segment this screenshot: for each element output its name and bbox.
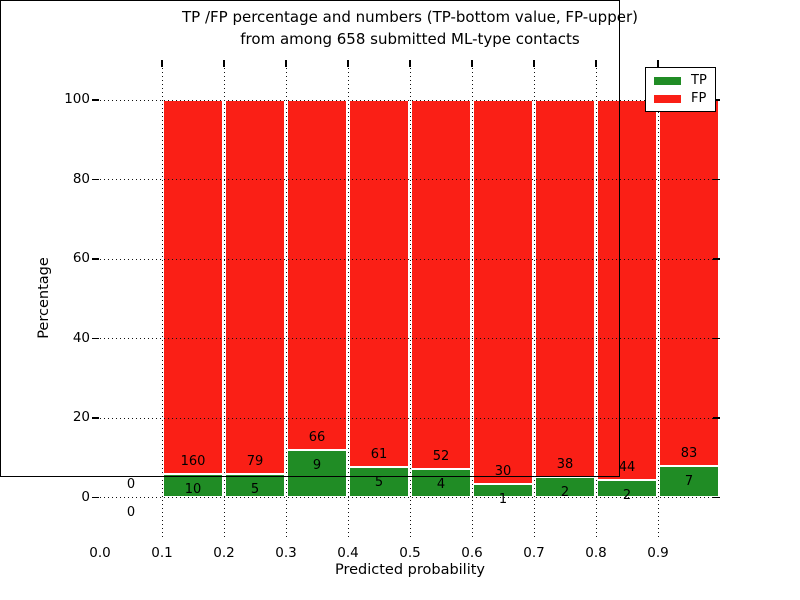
fp-bar-segment: [162, 99, 224, 474]
fp-count-label: 52: [432, 448, 450, 464]
x-tick-label: 0.2: [213, 545, 235, 561]
x-tick-mark-top: [657, 60, 659, 67]
y-tick-label: 20: [72, 409, 90, 426]
fp-count-label: 61: [370, 447, 388, 463]
tp-count-label: 5: [250, 481, 260, 497]
x-tick-label: 0.8: [585, 545, 607, 561]
x-tick-label: 0.1: [151, 545, 173, 561]
x-tick-label: 0.7: [523, 545, 545, 561]
y-tick-label: 80: [72, 170, 90, 187]
x-tick-label: 0.0: [89, 545, 111, 561]
x-tick-mark-top: [223, 60, 225, 67]
chart-title-line2: from among 658 submitted ML-type contact…: [240, 29, 580, 48]
y-tick-mark: [92, 258, 99, 260]
fp-count-label: 79: [246, 453, 264, 469]
fp-bar-segment: [286, 99, 348, 450]
legend-label-fp: FP: [691, 91, 707, 106]
tp-count-label: 2: [622, 487, 632, 503]
tp-count-label: 1: [498, 492, 508, 508]
tp-bar-segment: [286, 449, 348, 498]
tp-count-label: 5: [374, 475, 384, 491]
fp-count-label: 30: [494, 464, 512, 480]
x-tick-mark-top: [161, 60, 163, 67]
x-tick-label: 0.4: [337, 545, 359, 561]
y-tick-label: 0: [81, 488, 90, 505]
y-tick-mark: [92, 417, 99, 419]
tp-bar-segment: [224, 473, 286, 498]
y-tick-mark: [92, 337, 99, 339]
x-tick-label: 0.9: [647, 545, 669, 561]
fp-bar-segment: [224, 99, 286, 474]
tp-bar-segment: [596, 479, 658, 498]
fp-bar-segment: [658, 99, 720, 467]
x-tick-mark-top: [471, 60, 473, 67]
tp-count-label: 7: [684, 474, 694, 490]
tp-bar-segment: [162, 473, 224, 498]
x-tick-label: 0.3: [275, 545, 297, 561]
y-tick-mark-right: [713, 258, 720, 260]
y-tick-mark: [92, 99, 99, 101]
legend-entry-fp: FP: [654, 92, 715, 105]
legend-swatch-tp: [654, 76, 681, 85]
x-axis-label: Predicted probability: [334, 562, 486, 578]
tp-bar-segment: [534, 477, 596, 498]
x-gridline: [658, 60, 659, 537]
tp-count-label: 0: [126, 505, 136, 521]
fp-bar-segment: [472, 99, 534, 485]
fp-count-label: 0: [126, 477, 136, 493]
y-tick-mark-right: [713, 99, 720, 101]
tp-bar-segment: [410, 468, 472, 498]
fp-count-label: 160: [180, 453, 206, 469]
fp-bar-segment: [410, 99, 472, 469]
fp-bar-segment: [596, 99, 658, 480]
y-tick-label: 40: [72, 329, 90, 346]
tp-count-label: 10: [184, 481, 202, 497]
y-axis-label: Percentage: [36, 257, 52, 339]
x-gridline: [286, 60, 287, 537]
chart-title-line1: TP /FP percentage and numbers (TP-bottom…: [182, 8, 638, 26]
legend-entry-tp: TP: [654, 74, 715, 87]
fp-count-label: 38: [556, 457, 574, 473]
x-gridline: [534, 60, 535, 537]
x-tick-mark-top: [285, 60, 287, 67]
fp-count-label: 66: [308, 429, 326, 445]
tp-count-label: 9: [312, 457, 322, 473]
tp-bar-segment: [348, 467, 410, 498]
legend-label-tp: TP: [691, 73, 707, 88]
x-gridline: [410, 60, 411, 537]
legend-swatch-fp: [654, 94, 681, 103]
fp-count-label: 44: [618, 459, 636, 475]
x-tick-mark-top: [533, 60, 535, 67]
x-tick-mark-top: [595, 60, 597, 67]
tp-bar-segment: [658, 466, 720, 498]
x-gridline: [224, 60, 225, 537]
y-tick-mark: [92, 178, 99, 180]
x-gridline: [472, 60, 473, 537]
x-gridline: [162, 60, 163, 537]
tp-count-label: 2: [560, 485, 570, 501]
fp-count-label: 83: [680, 446, 698, 462]
y-tick-mark: [92, 496, 99, 498]
plot-area: 0 0 160 10 79 5 66 9 61 5 52 4 30 1 38 2 44 2 83 7: [100, 60, 720, 537]
chart-title: TP /FP percentage and numbers (TP-bottom…: [100, 7, 720, 50]
x-tick-mark-top: [409, 60, 411, 67]
x-gridline: [348, 60, 349, 537]
y-tick-mark-right: [713, 178, 720, 180]
y-tick-mark-right: [713, 417, 720, 419]
x-tick-label: 0.6: [461, 545, 483, 561]
tp-count-label: 4: [436, 476, 446, 492]
x-gridline: [596, 60, 597, 537]
y-tick-label: 100: [64, 91, 90, 108]
y-tick-mark-right: [713, 496, 720, 498]
fp-bar-segment: [534, 99, 596, 478]
x-tick-label: 0.5: [399, 545, 421, 561]
x-tick-mark-top: [347, 60, 349, 67]
y-tick-label: 60: [72, 250, 90, 267]
tp-bar-segment: [472, 484, 534, 498]
fp-bar-segment: [348, 99, 410, 468]
y-tick-mark-right: [713, 337, 720, 339]
legend-box: TP FP: [645, 67, 716, 112]
